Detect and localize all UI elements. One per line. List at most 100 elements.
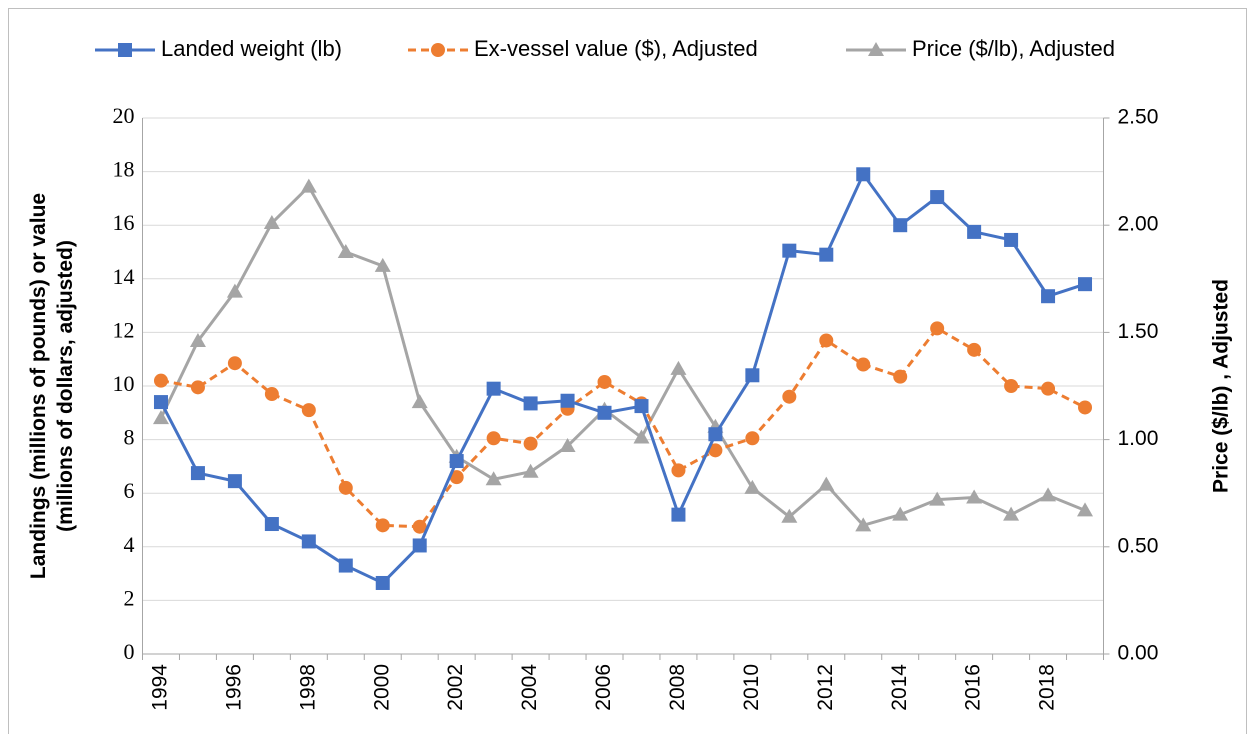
data-point xyxy=(930,190,945,205)
x-tick-label: 2016 xyxy=(962,664,985,711)
data-point xyxy=(412,538,427,553)
data-point xyxy=(559,438,576,453)
y2-axis-title: Price ($/lb) , Adjusted xyxy=(1210,279,1233,493)
x-tick-label: 2002 xyxy=(444,664,467,711)
data-point xyxy=(671,507,686,522)
data-point xyxy=(597,405,612,420)
y-tick-label: 18 xyxy=(113,157,135,182)
y2-tick-label: 2.50 xyxy=(1118,106,1159,129)
data-point xyxy=(152,410,169,425)
data-point xyxy=(337,244,354,258)
x-tick-label: 2008 xyxy=(666,664,689,711)
data-point xyxy=(745,431,760,446)
x-tick-label: 2018 xyxy=(1036,664,1059,711)
data-point xyxy=(1040,487,1057,502)
data-point xyxy=(264,387,279,402)
data-point xyxy=(301,403,316,418)
data-point xyxy=(967,342,982,357)
data-point xyxy=(1077,502,1094,517)
data-point xyxy=(153,373,168,388)
x-tick-label: 1996 xyxy=(222,664,245,711)
data-point xyxy=(782,389,797,404)
data-point xyxy=(338,480,353,495)
data-point xyxy=(967,224,982,239)
data-point xyxy=(856,167,871,182)
x-tick-label: 2000 xyxy=(370,664,393,711)
legend-label: Landed weight (lb) xyxy=(161,36,342,61)
y2-tick-label: 0.00 xyxy=(1118,642,1159,665)
data-point xyxy=(1004,232,1019,247)
data-point xyxy=(893,369,908,384)
data-point xyxy=(190,466,205,481)
data-point xyxy=(263,215,280,230)
data-point xyxy=(449,454,464,469)
data-point xyxy=(744,479,761,494)
data-point xyxy=(1041,381,1056,396)
data-point xyxy=(226,283,243,298)
y-tick-label: 14 xyxy=(113,264,135,289)
y2-tick-label: 2.00 xyxy=(1118,213,1159,236)
data-point xyxy=(671,463,686,478)
y-tick-label: 20 xyxy=(113,103,135,128)
y2-tick-label: 1.50 xyxy=(1118,320,1159,343)
data-point xyxy=(929,491,946,506)
legend-marker xyxy=(431,43,445,57)
y-tick-label: 16 xyxy=(113,210,135,235)
data-point xyxy=(781,508,798,523)
data-point xyxy=(189,332,206,347)
data-point xyxy=(745,368,760,383)
data-point xyxy=(486,381,501,396)
legend-label: Ex-vessel value ($), Adjusted xyxy=(474,36,758,61)
y-tick-label: 4 xyxy=(124,532,135,557)
data-point xyxy=(374,257,391,272)
data-point xyxy=(893,218,908,233)
y-tick-label: 10 xyxy=(113,371,135,396)
data-point xyxy=(1078,277,1093,292)
x-tick-label: 2012 xyxy=(814,664,837,711)
data-point xyxy=(153,395,168,410)
legend-marker xyxy=(868,42,884,56)
x-tick-label: 2006 xyxy=(592,664,615,711)
data-point xyxy=(1004,379,1019,393)
y-tick-label: 2 xyxy=(124,585,135,610)
x-tick-label: 1998 xyxy=(296,664,319,711)
data-point xyxy=(338,558,353,573)
data-point xyxy=(708,443,723,458)
data-point xyxy=(1078,400,1093,415)
y2-tick-label: 0.50 xyxy=(1118,534,1159,557)
data-point xyxy=(782,243,797,258)
data-point xyxy=(856,357,871,372)
data-point xyxy=(855,517,872,532)
data-point xyxy=(375,575,390,590)
data-point xyxy=(634,399,649,414)
data-point xyxy=(819,333,834,348)
data-point xyxy=(523,396,538,411)
data-point xyxy=(375,518,390,533)
y-tick-label: 12 xyxy=(113,317,135,342)
x-tick-label: 2010 xyxy=(740,664,763,711)
data-point xyxy=(633,429,650,444)
data-point xyxy=(300,178,317,193)
data-point xyxy=(522,463,539,478)
y-tick-label: 8 xyxy=(124,425,135,450)
y-tick-label: 0 xyxy=(124,639,135,664)
data-point xyxy=(485,471,502,486)
data-point xyxy=(966,489,983,504)
y-axis-title-line: Landings (millions of pounds) or value xyxy=(27,193,50,579)
data-point xyxy=(560,393,575,408)
data-point xyxy=(1003,506,1020,521)
data-point xyxy=(1041,289,1056,304)
data-point xyxy=(670,360,687,375)
x-tick-label: 2014 xyxy=(888,664,911,711)
data-point xyxy=(708,427,723,442)
data-point xyxy=(523,436,538,451)
data-point xyxy=(190,380,205,395)
legend-marker xyxy=(118,43,132,57)
y-tick-label: 6 xyxy=(124,478,135,503)
legend-label: Price ($/lb), Adjusted xyxy=(912,36,1115,61)
x-tick-label: 2004 xyxy=(518,664,541,711)
data-point xyxy=(818,476,835,491)
data-point xyxy=(930,321,945,336)
y-axis-title: Landings (millions of pounds) or value (m… xyxy=(27,193,77,579)
